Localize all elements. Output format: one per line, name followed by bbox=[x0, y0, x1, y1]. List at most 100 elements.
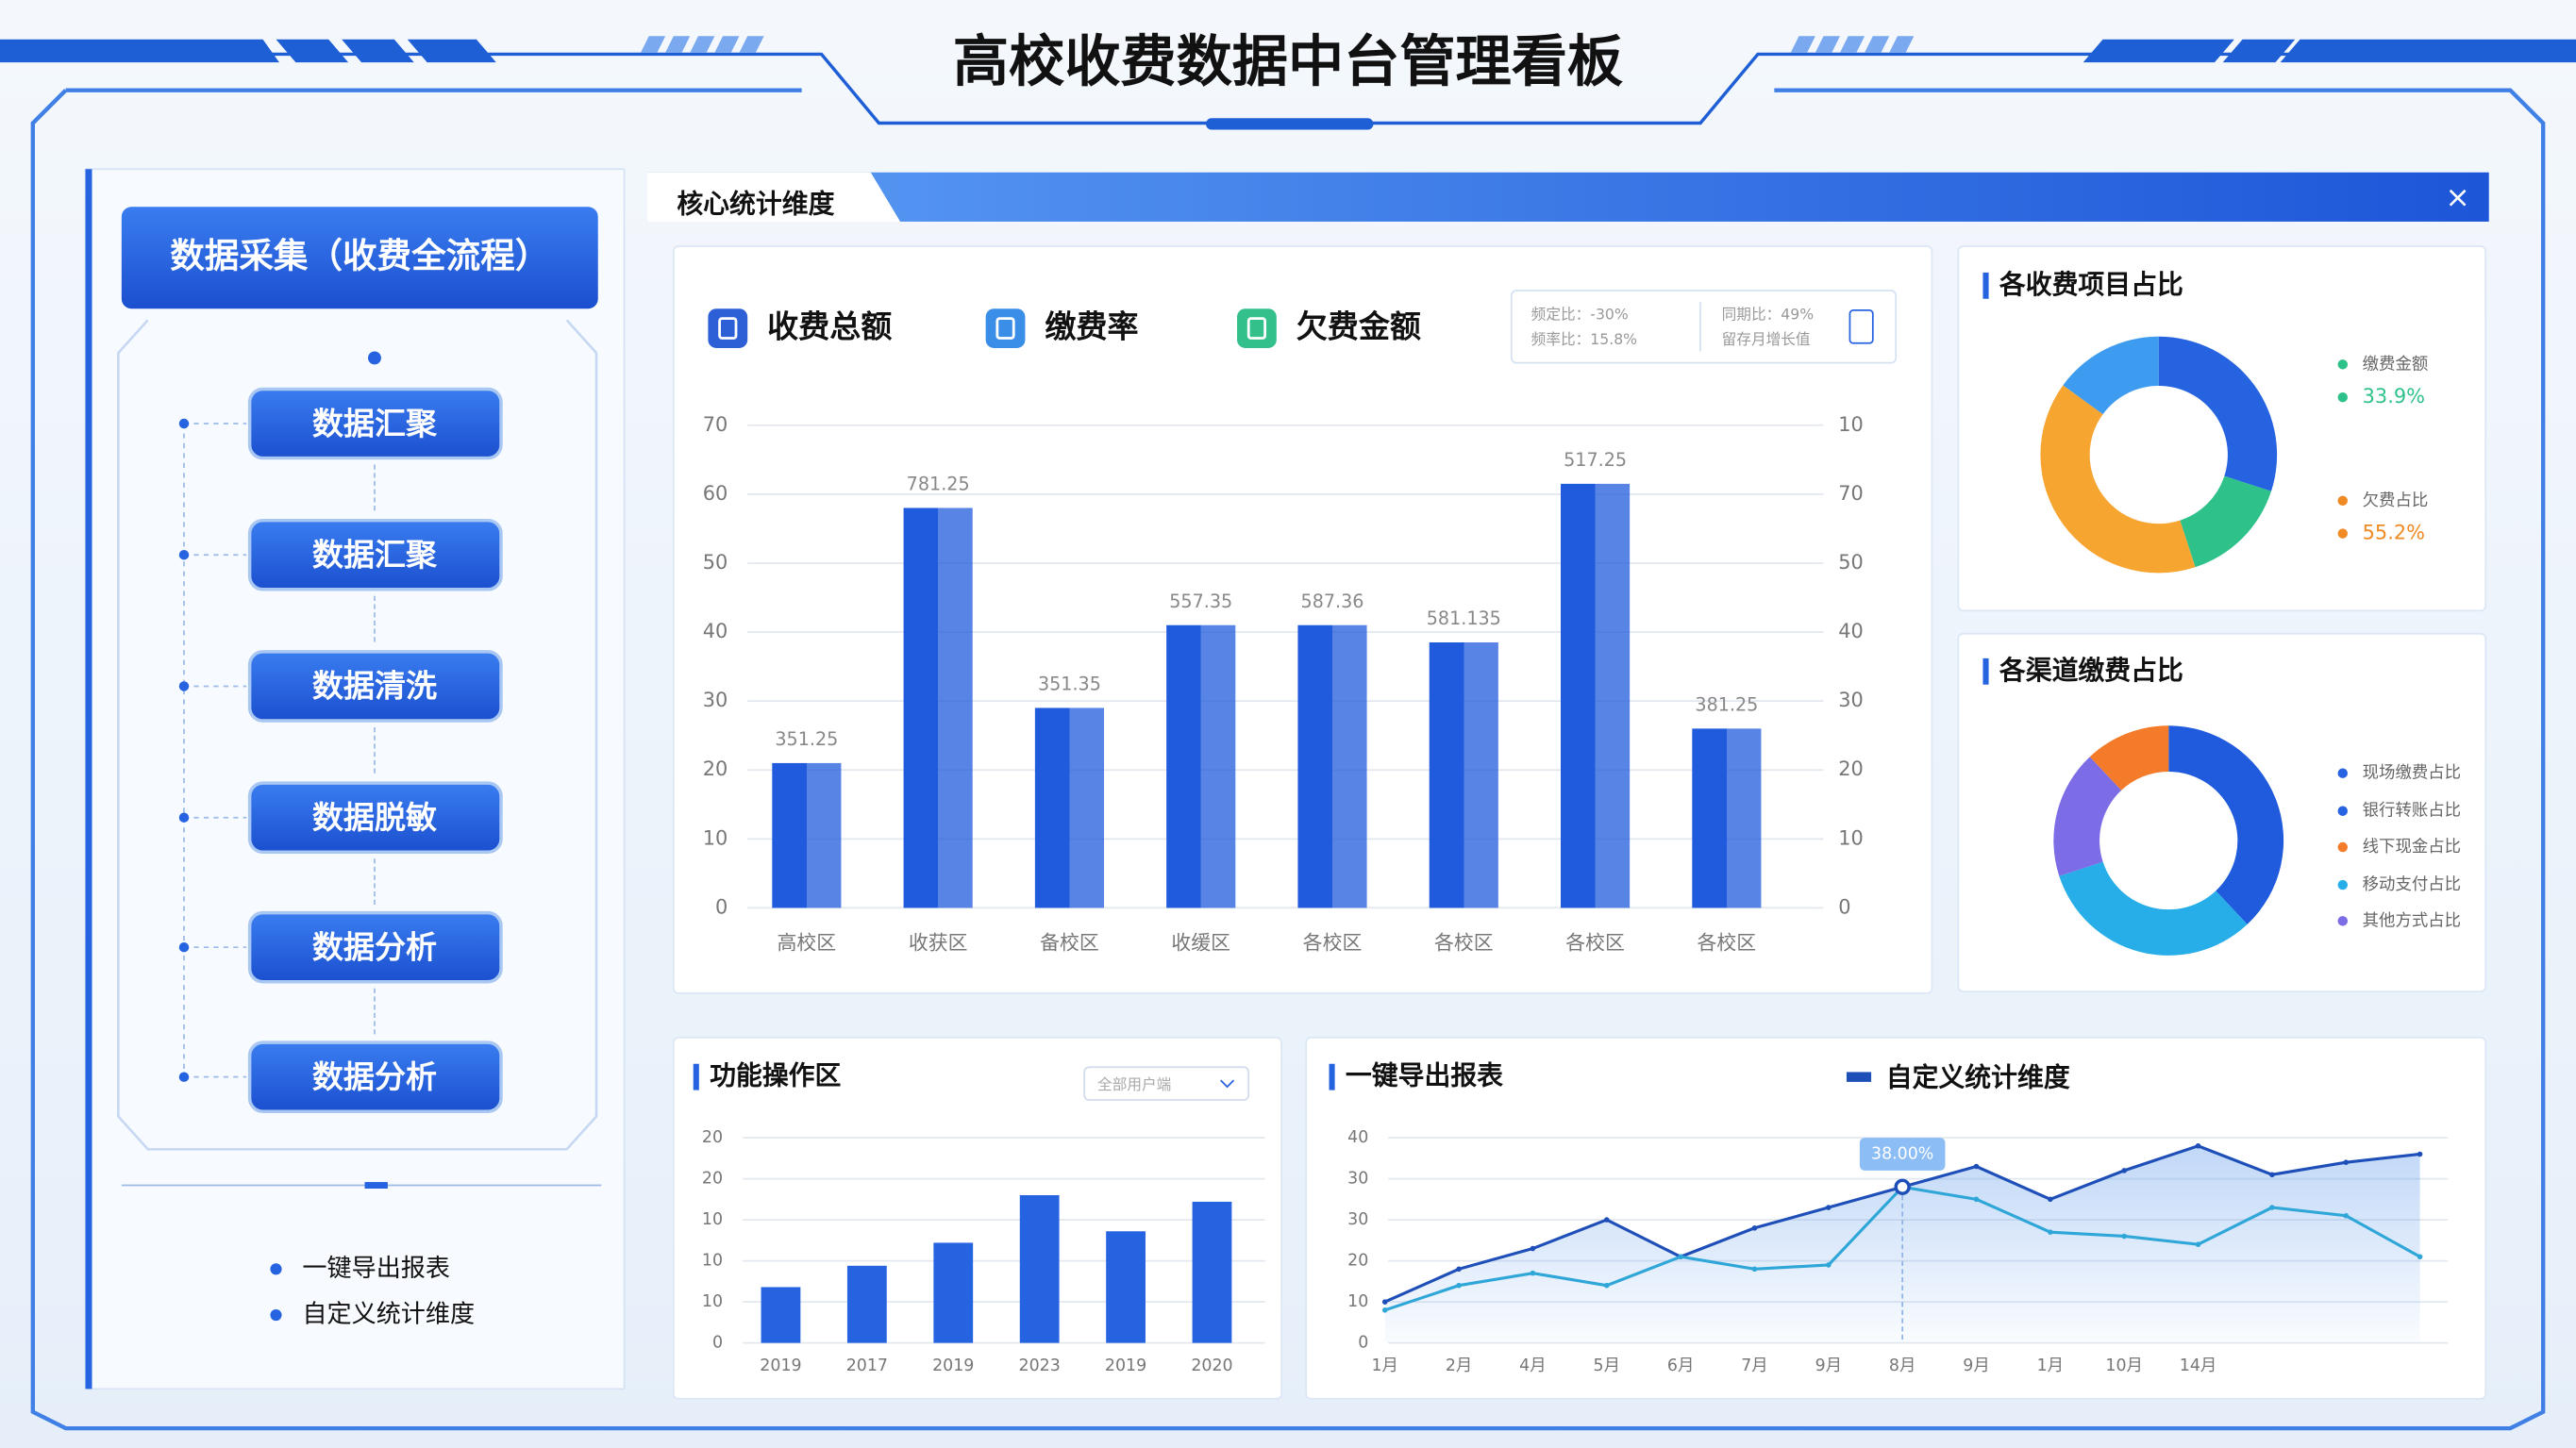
line-point bbox=[1456, 1282, 1462, 1289]
pipeline-title-box bbox=[121, 207, 598, 309]
donut-segment bbox=[2053, 757, 2122, 876]
x-tick-label: 2019 bbox=[760, 1356, 801, 1375]
bar bbox=[1692, 728, 1762, 908]
line-point bbox=[1973, 1163, 1980, 1170]
step-dot bbox=[178, 1072, 190, 1082]
x-tick-label: 各校区 bbox=[1303, 932, 1363, 955]
summary-box bbox=[1510, 290, 1898, 364]
line-point bbox=[1973, 1196, 1980, 1203]
legend-dot bbox=[2337, 391, 2348, 403]
step-label: 数据脱敏 bbox=[312, 799, 437, 836]
y2-tick-label: 10 bbox=[1838, 826, 1864, 849]
line-point bbox=[1530, 1245, 1536, 1252]
step-box bbox=[247, 781, 503, 854]
step-dot bbox=[178, 812, 190, 823]
legend-label: 移动支付占比 bbox=[2363, 875, 2461, 894]
card-title: 功能操作区 bbox=[710, 1060, 841, 1091]
legend-label: 线下现金占比 bbox=[2363, 838, 2461, 857]
y2-tick-label: 30 bbox=[1838, 689, 1864, 711]
line-point bbox=[2343, 1159, 2350, 1165]
pipeline-title: 数据采集（收费全流程） bbox=[170, 236, 549, 276]
donut-segment bbox=[2059, 861, 2248, 956]
legend-dot bbox=[2337, 879, 2348, 890]
line-point bbox=[1751, 1225, 1758, 1231]
close-button[interactable]: × bbox=[2446, 181, 2470, 215]
bar-note: 517.25 bbox=[1564, 449, 1627, 471]
legend-label: 欠费占比 bbox=[2363, 491, 2429, 510]
legend-icon bbox=[708, 308, 748, 348]
bar bbox=[903, 508, 973, 908]
legend-label: 缴费率 bbox=[1045, 308, 1138, 345]
dropdown[interactable] bbox=[1083, 1066, 1250, 1101]
bar bbox=[761, 1287, 801, 1343]
divider-mark bbox=[364, 1182, 388, 1190]
step-label: 数据清洗 bbox=[312, 668, 437, 705]
y-tick-label: 20 bbox=[1347, 1252, 1368, 1271]
line-point bbox=[2343, 1212, 2350, 1219]
tooltip-point bbox=[1894, 1178, 1911, 1195]
line-point bbox=[1456, 1266, 1462, 1273]
legend-label: 银行转账占比 bbox=[2363, 802, 2461, 821]
y-tick-label: 0 bbox=[715, 895, 728, 918]
title-accent bbox=[1329, 1063, 1335, 1090]
bullet-label: 一键导出报表 bbox=[302, 1255, 450, 1283]
x-tick-label: 各校区 bbox=[1698, 932, 1757, 955]
x-tick-label: 10月 bbox=[2105, 1356, 2143, 1375]
y2-tick-label: 40 bbox=[1838, 620, 1864, 642]
line-point bbox=[2195, 1142, 2201, 1149]
y-tick-label: 0 bbox=[1358, 1334, 1368, 1353]
y2-tick-label: 70 bbox=[1838, 482, 1864, 505]
line-point bbox=[2269, 1172, 2275, 1178]
bullet-dot bbox=[270, 1308, 282, 1322]
x-tick-label: 2023 bbox=[1019, 1356, 1061, 1375]
donut-segment bbox=[2063, 336, 2159, 415]
line-point bbox=[1603, 1282, 1610, 1289]
x-tick-label: 1月 bbox=[2037, 1356, 2064, 1375]
bar bbox=[1297, 624, 1367, 908]
legend-icon bbox=[1237, 308, 1277, 348]
bar bbox=[846, 1265, 887, 1343]
y-tick-label: 50 bbox=[703, 551, 728, 574]
legend-label: 收费总额 bbox=[767, 308, 892, 345]
step-dot bbox=[178, 418, 190, 429]
donut-segment bbox=[2180, 475, 2271, 568]
summary-text: 同期比：49% bbox=[1722, 306, 1815, 324]
left-panel bbox=[84, 168, 626, 1390]
y-tick-label: 20 bbox=[702, 1128, 723, 1147]
step-box bbox=[247, 1040, 503, 1113]
step-label: 数据汇聚 bbox=[312, 405, 438, 441]
step-label: 数据汇聚 bbox=[312, 536, 438, 573]
y-tick-label: 20 bbox=[703, 757, 728, 780]
x-tick-label: 收获区 bbox=[909, 932, 968, 955]
x-tick-label: 1月 bbox=[1371, 1356, 1397, 1375]
bar-note: 351.25 bbox=[775, 728, 838, 750]
pipeline-dot bbox=[368, 351, 381, 365]
title-accent bbox=[693, 1063, 699, 1090]
donut-segment bbox=[2089, 725, 2169, 791]
x-tick-label: 8月 bbox=[1889, 1356, 1915, 1375]
legend-dot bbox=[2337, 916, 2348, 926]
bar bbox=[1106, 1231, 1146, 1343]
y2-tick-label: 20 bbox=[1838, 757, 1864, 780]
legend-icon-inner bbox=[718, 317, 738, 340]
line-point bbox=[1826, 1205, 1832, 1210]
step-box bbox=[247, 518, 503, 591]
legend-icon-inner bbox=[995, 317, 1015, 340]
donut-segment bbox=[2040, 385, 2196, 574]
line-point bbox=[2121, 1168, 2127, 1173]
x-tick-label: 6月 bbox=[1667, 1356, 1694, 1375]
card-title: 一键导出报表 bbox=[1346, 1060, 1503, 1091]
legend-label: 其他方式占比 bbox=[2363, 911, 2461, 930]
bar-note: 781.25 bbox=[907, 474, 970, 495]
bullet-dot bbox=[270, 1263, 282, 1275]
line-point bbox=[1826, 1262, 1832, 1268]
y-tick-label: 30 bbox=[1347, 1210, 1368, 1229]
x-tick-label: 9月 bbox=[1963, 1356, 1989, 1375]
bar bbox=[1561, 483, 1631, 908]
y-tick-label: 40 bbox=[1347, 1128, 1368, 1147]
title-accent bbox=[1982, 657, 1989, 685]
legend-dot bbox=[2337, 768, 2348, 778]
legend-icon-inner bbox=[1246, 317, 1267, 340]
header-stripes bbox=[0, 39, 2576, 130]
